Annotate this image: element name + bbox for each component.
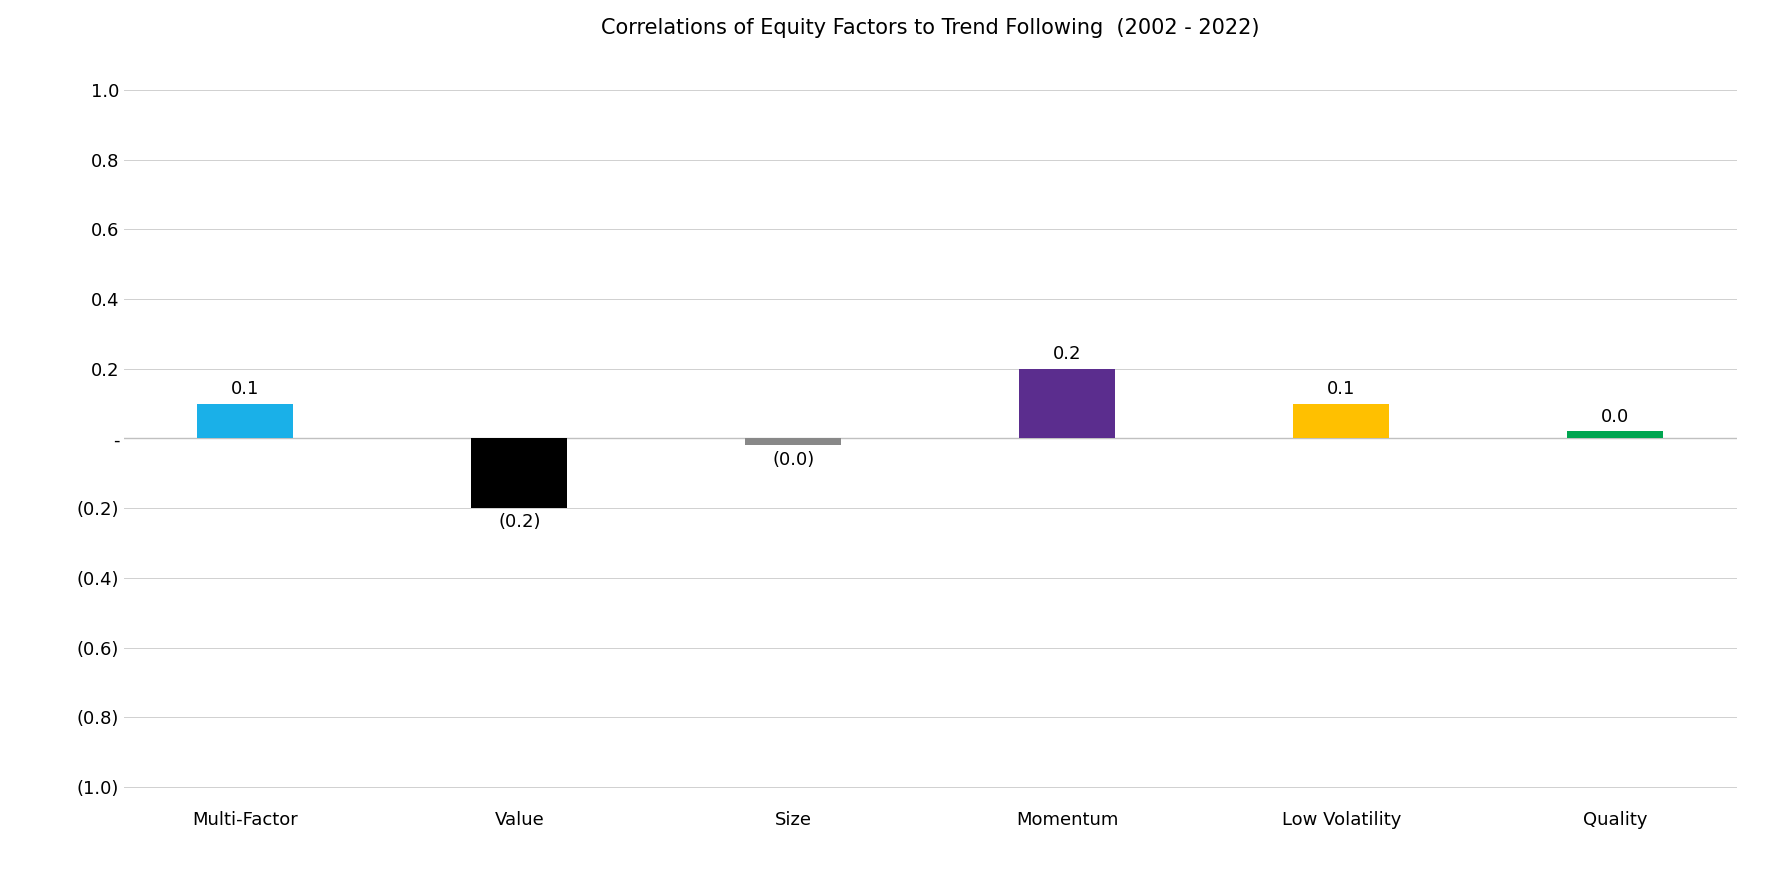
Text: 0.1: 0.1	[230, 380, 259, 399]
Bar	[1019, 369, 1115, 439]
Title: Correlations of Equity Factors to Trend Following  (2002 - 2022): Correlations of Equity Factors to Trend …	[601, 19, 1260, 38]
Text: 0.0: 0.0	[1602, 408, 1630, 426]
Bar	[1294, 403, 1389, 439]
Bar	[197, 403, 292, 439]
Text: 0.1: 0.1	[1327, 380, 1356, 399]
Text: (0.2): (0.2)	[498, 513, 540, 532]
Text: 0.2: 0.2	[1053, 346, 1081, 363]
Bar	[471, 439, 567, 509]
Bar	[1568, 431, 1664, 439]
Bar	[746, 439, 842, 446]
Text: (0.0): (0.0)	[773, 451, 815, 469]
